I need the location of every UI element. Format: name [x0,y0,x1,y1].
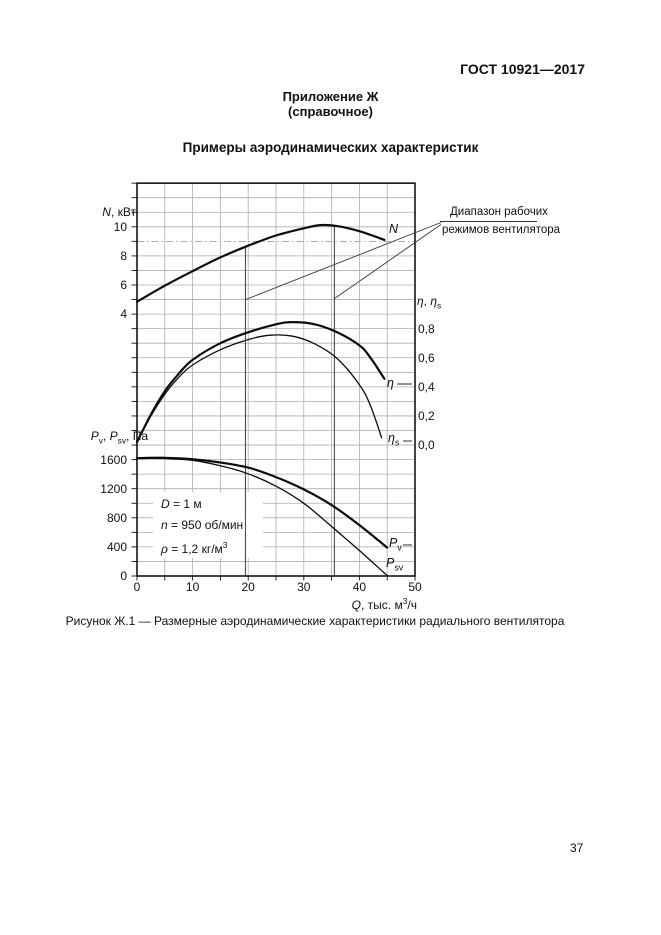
annotation-line1: Диапазон рабочих [450,206,548,218]
curve-P_v [135,456,389,549]
annotation-line2: режимов вентилятора [442,224,561,236]
annex-subtitle: (справочное) [288,104,373,119]
axis-title-flow: Q, тыс. м3/ч [351,596,417,612]
section-title: Примеры аэродинамических характеристик [182,140,479,155]
leader-line-right [334,224,442,299]
page-number: 37 [570,841,584,855]
param-speed: n = 950 об/мин [159,518,246,532]
annotation-underline [440,221,537,222]
figure-caption: Рисунок Ж.1 — Размерные аэродинамические… [65,614,565,628]
param-diameter: D = 1 м [159,497,204,511]
curve-N [135,223,386,303]
leader-line-left [245,222,442,300]
param-density: ρ = 1,2 кг/м3 [159,540,230,556]
axis-title-pressure: Pv, Psv, Па [90,429,148,446]
axis-title-efficiency: η, ηs [417,294,442,311]
curve-eta [135,320,386,444]
curve-P_sv [136,457,388,577]
curve-eta_s [136,334,383,443]
annex-title: Приложение Ж [282,89,379,104]
axis-title-power: N, кВт [102,205,136,219]
doc-number: ГОСТ 10921—2017 [460,61,585,77]
